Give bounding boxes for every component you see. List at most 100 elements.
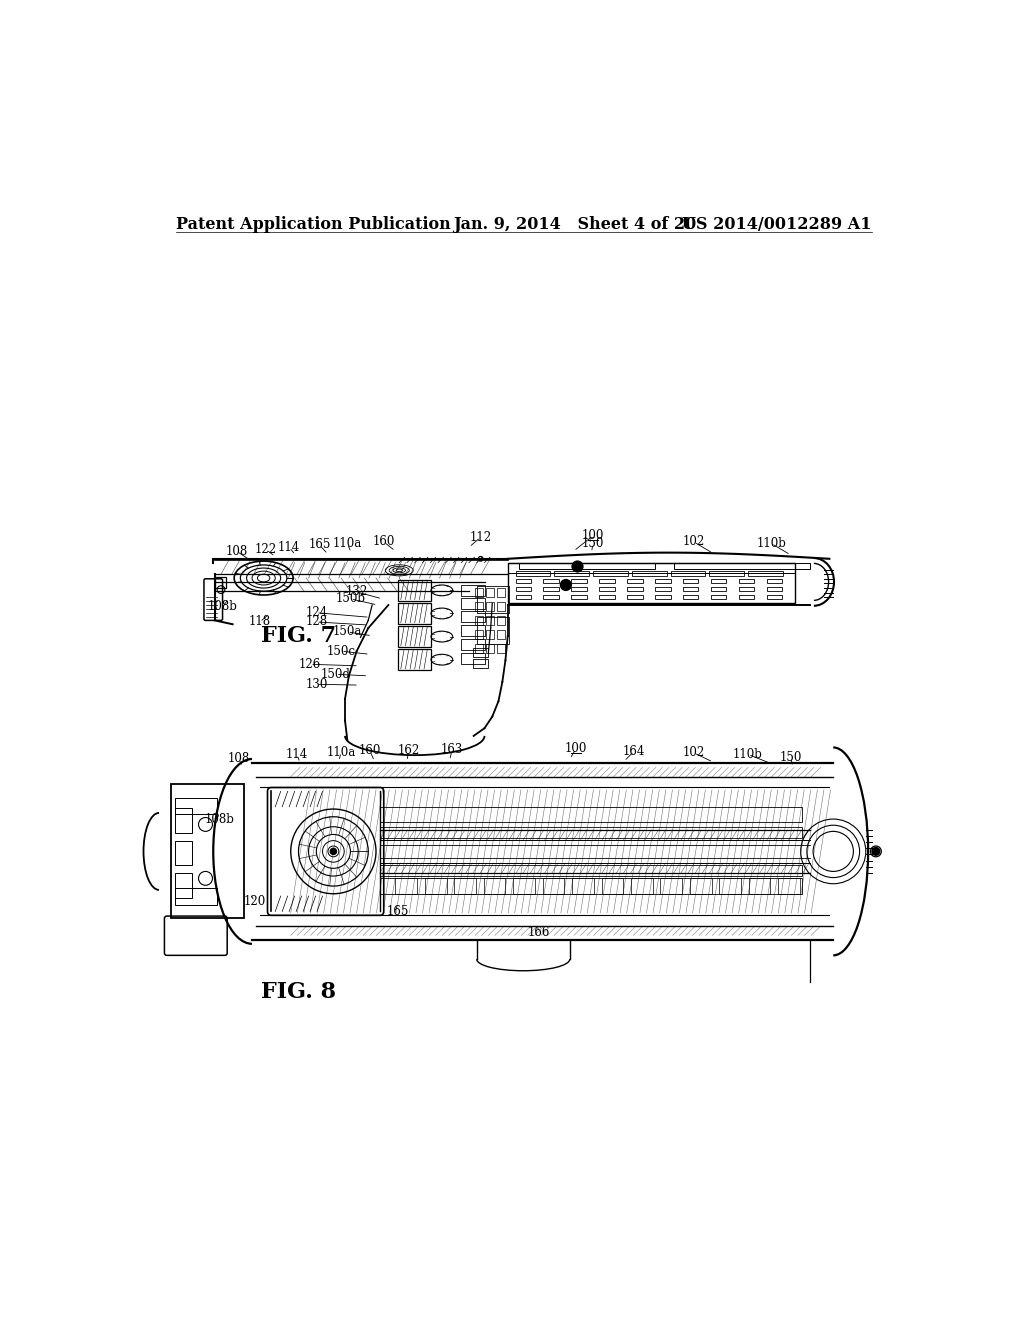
Bar xyxy=(461,626,484,636)
Bar xyxy=(497,644,505,653)
Bar xyxy=(519,562,655,569)
Bar xyxy=(748,572,783,576)
Bar xyxy=(599,595,614,599)
Bar xyxy=(475,630,483,639)
Bar xyxy=(627,578,643,583)
Text: 122: 122 xyxy=(255,543,278,556)
Bar xyxy=(632,572,667,576)
Text: 108b: 108b xyxy=(205,813,234,825)
Bar xyxy=(425,878,446,894)
Text: 126: 126 xyxy=(299,657,322,671)
Text: FIG. 7: FIG. 7 xyxy=(261,624,336,647)
Bar xyxy=(515,595,531,599)
Bar xyxy=(477,586,509,612)
Bar xyxy=(174,797,217,814)
Text: 150d: 150d xyxy=(321,668,350,681)
Text: 102: 102 xyxy=(683,536,705,548)
Bar xyxy=(675,562,810,569)
Bar xyxy=(497,589,505,598)
Bar xyxy=(398,626,431,647)
Text: 118: 118 xyxy=(249,615,270,628)
Text: 130: 130 xyxy=(305,677,328,690)
Bar xyxy=(627,595,643,599)
Circle shape xyxy=(331,849,337,854)
Bar xyxy=(543,878,564,894)
Bar xyxy=(690,878,712,894)
Text: 110b: 110b xyxy=(757,537,786,550)
Bar xyxy=(475,615,483,626)
Bar xyxy=(711,595,726,599)
Bar xyxy=(515,578,531,583)
Bar xyxy=(398,579,431,601)
Circle shape xyxy=(572,561,583,572)
Bar xyxy=(461,639,484,649)
Bar xyxy=(455,878,476,894)
Bar xyxy=(497,602,505,611)
Bar xyxy=(461,585,484,595)
Bar xyxy=(486,589,494,598)
Text: 166: 166 xyxy=(527,925,550,939)
Bar xyxy=(711,578,726,583)
Bar xyxy=(719,878,741,894)
Bar xyxy=(515,572,550,576)
Text: Jan. 9, 2014   Sheet 4 of 20: Jan. 9, 2014 Sheet 4 of 20 xyxy=(454,216,696,232)
Bar xyxy=(671,572,706,576)
Bar xyxy=(473,659,488,668)
Bar xyxy=(473,648,488,657)
Circle shape xyxy=(560,579,571,590)
Bar xyxy=(380,878,802,894)
Text: 108: 108 xyxy=(227,752,250,766)
Text: 160: 160 xyxy=(358,744,381,758)
Bar xyxy=(571,578,587,583)
Text: 128: 128 xyxy=(305,615,328,628)
Bar xyxy=(593,572,628,576)
Text: 150b: 150b xyxy=(336,593,366,606)
Bar xyxy=(571,586,587,591)
Text: 102: 102 xyxy=(683,746,705,759)
Bar xyxy=(486,644,494,653)
Bar xyxy=(767,595,782,599)
Bar xyxy=(683,578,698,583)
Text: Patent Application Publication: Patent Application Publication xyxy=(176,216,451,232)
Bar xyxy=(767,578,782,583)
Bar xyxy=(599,578,614,583)
Bar xyxy=(572,878,594,894)
Bar xyxy=(486,630,494,639)
Bar xyxy=(486,615,494,626)
Bar xyxy=(738,578,755,583)
Bar xyxy=(215,577,226,589)
Bar xyxy=(398,649,431,671)
Bar xyxy=(655,578,671,583)
Bar xyxy=(513,878,535,894)
Bar xyxy=(483,878,506,894)
Bar xyxy=(475,644,483,653)
Bar xyxy=(475,589,483,598)
Text: 132: 132 xyxy=(345,585,368,598)
Text: 165: 165 xyxy=(308,539,331,552)
Bar xyxy=(486,602,494,611)
Bar xyxy=(395,878,417,894)
Text: 108b: 108b xyxy=(208,601,238,612)
Text: 114: 114 xyxy=(279,541,300,554)
Bar xyxy=(515,586,531,591)
Text: 164: 164 xyxy=(623,744,645,758)
Bar xyxy=(380,826,802,838)
Bar xyxy=(738,595,755,599)
Text: 150: 150 xyxy=(582,537,604,550)
Bar xyxy=(398,603,431,624)
Bar xyxy=(544,578,559,583)
Bar xyxy=(601,878,624,894)
Bar xyxy=(554,572,589,576)
Bar xyxy=(627,586,643,591)
Bar xyxy=(660,878,682,894)
Text: 163: 163 xyxy=(440,743,463,756)
Bar xyxy=(571,595,587,599)
Bar xyxy=(749,878,770,894)
Bar xyxy=(380,866,802,876)
Bar xyxy=(497,630,505,639)
Text: 100: 100 xyxy=(565,742,587,755)
Text: US 2014/0012289 A1: US 2014/0012289 A1 xyxy=(683,216,872,232)
Text: 110a: 110a xyxy=(333,537,361,550)
Bar xyxy=(710,572,744,576)
Text: 100: 100 xyxy=(582,529,604,543)
